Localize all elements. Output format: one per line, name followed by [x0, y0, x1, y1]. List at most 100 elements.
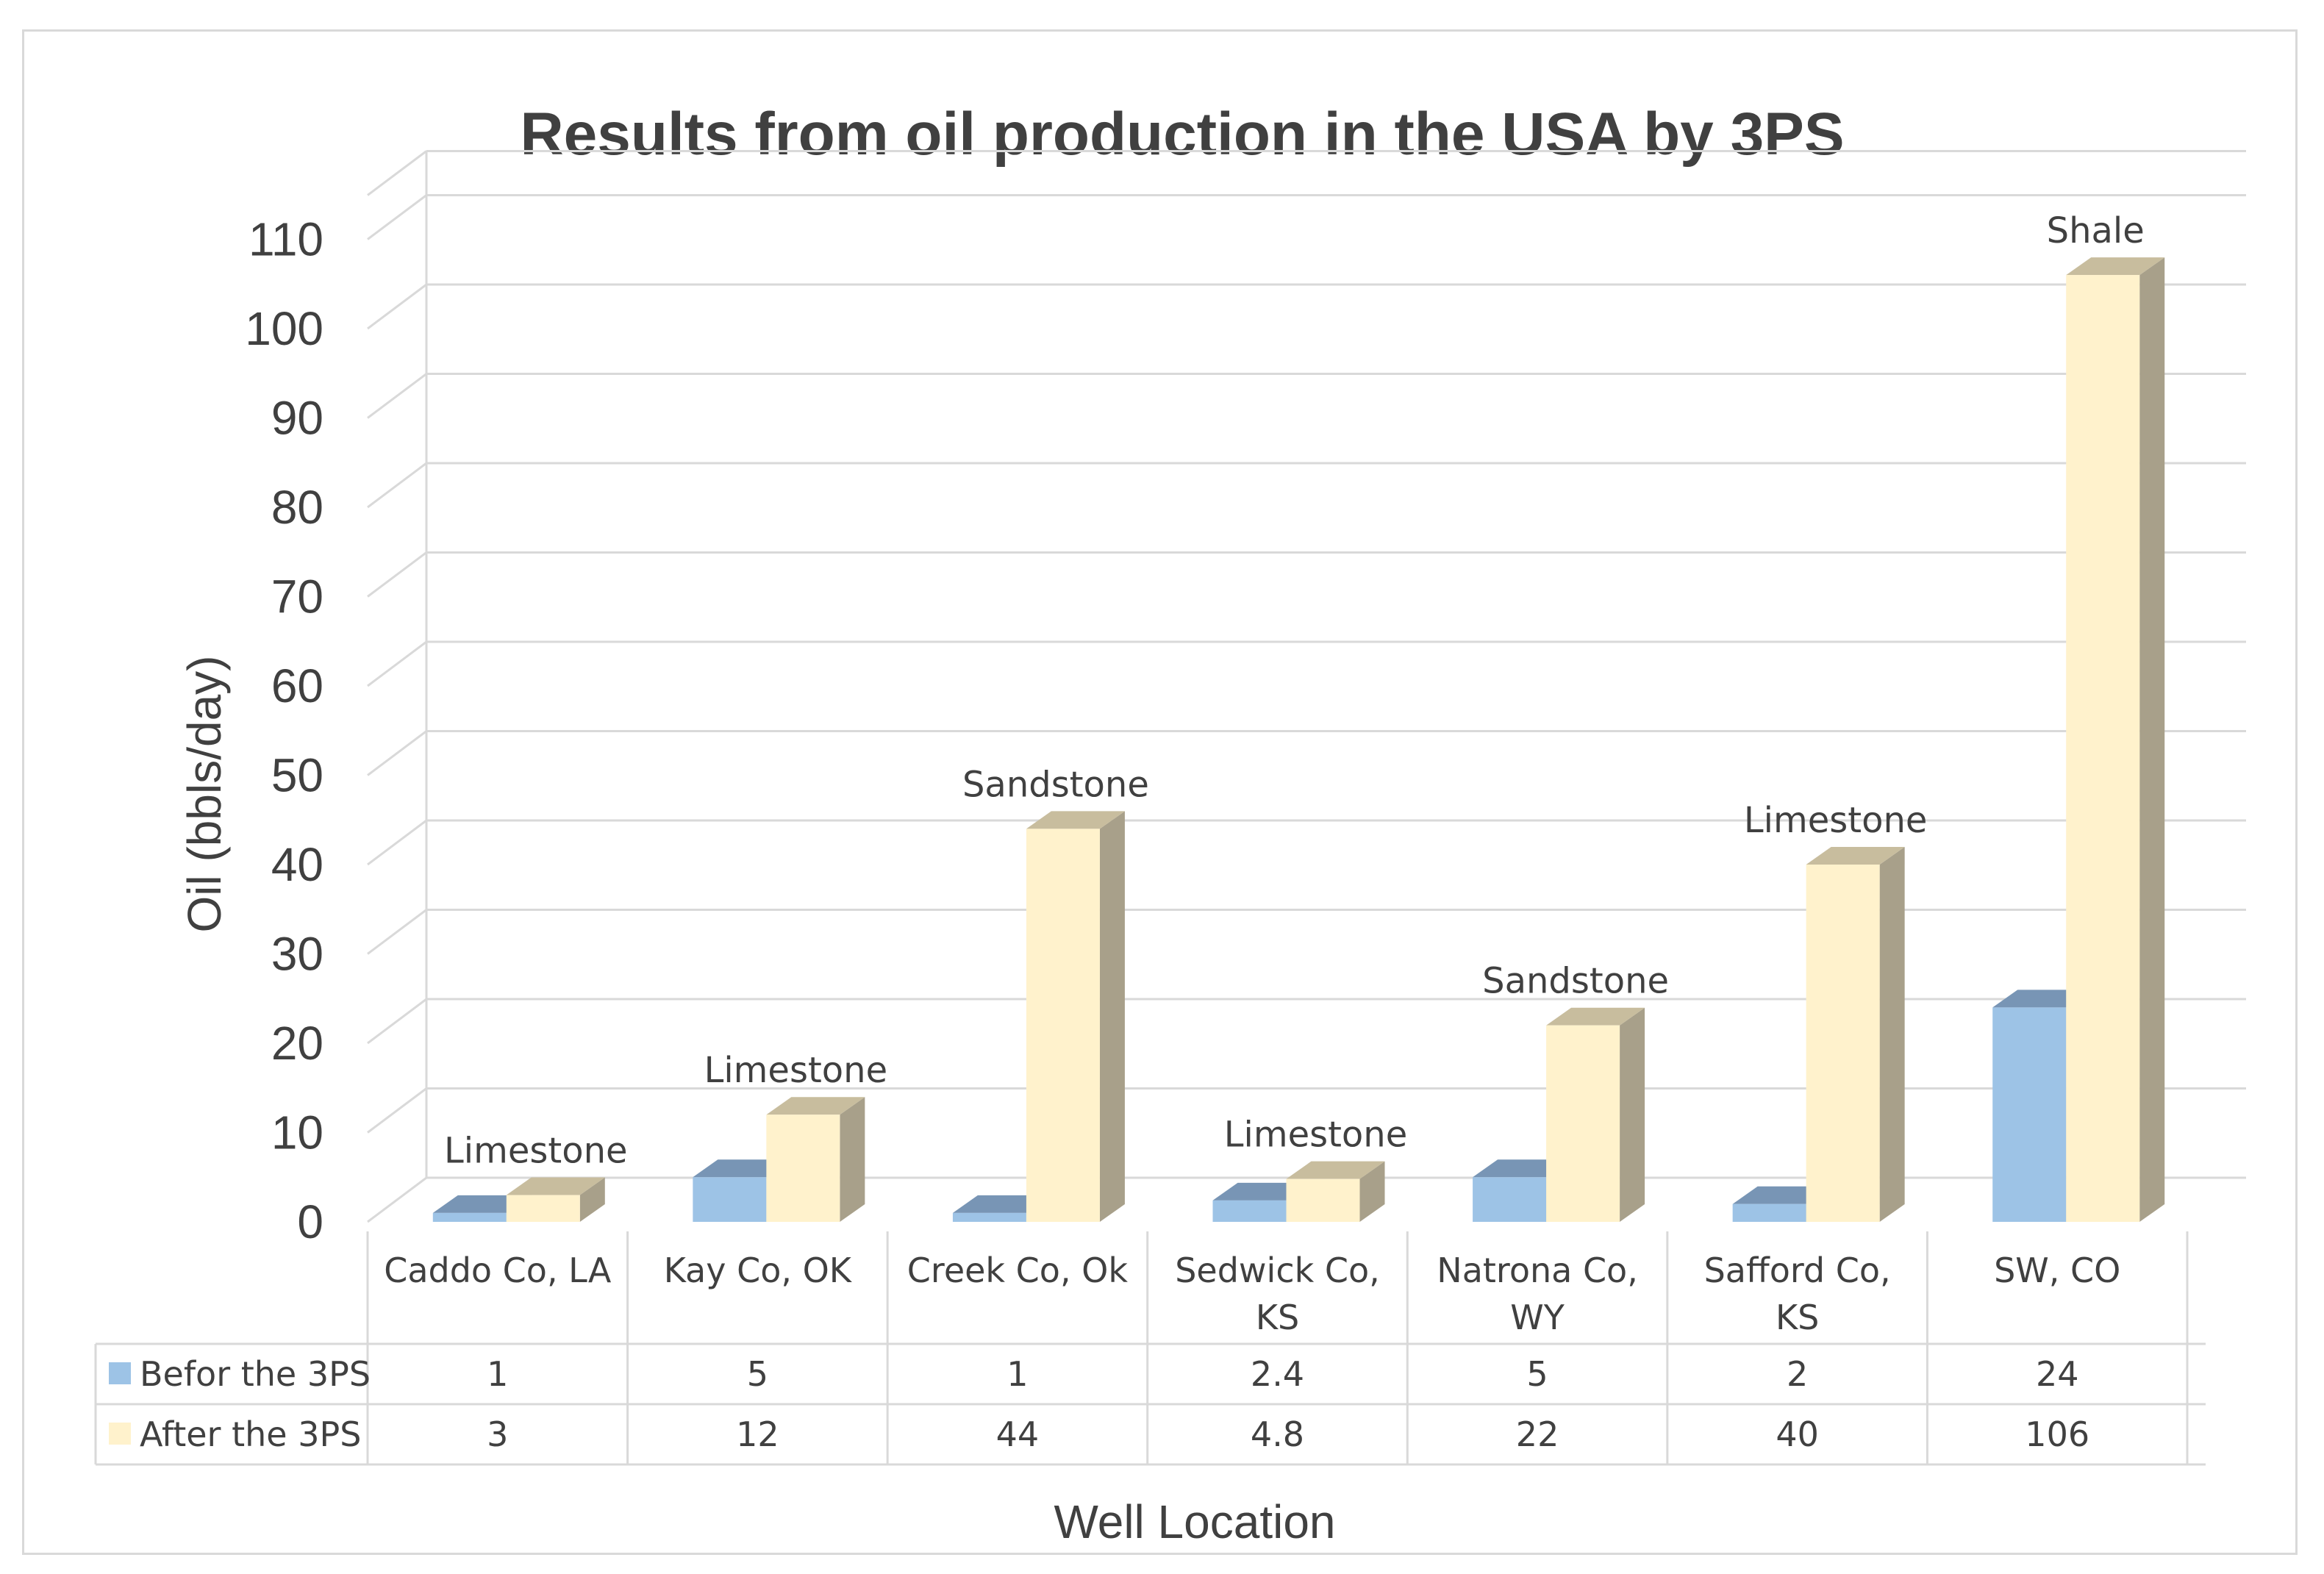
annotation-creek-co-ok: Sandstone [962, 764, 1149, 805]
data-table: Caddo Co, LA Kay Co, OK Creek Co, Ok Sedwic… [94, 1231, 2206, 1466]
gridline-side [367, 462, 427, 509]
bar-after-the-3ps-sedwick-co-ks-side [1359, 1161, 1385, 1222]
bar-befor-the-3ps-natrona-co-wy-front [1473, 1177, 1547, 1222]
table-cell-after-the-3ps: 40 [1776, 1414, 1819, 1454]
bar-after-the-3ps-safford-co-ks-side [1879, 847, 1905, 1222]
grid-lines [367, 150, 2246, 1223]
x-tick-label: WY [1510, 1298, 1565, 1337]
bar-after-the-3ps-caddo-co-la-top [506, 1177, 605, 1195]
gridline-side [367, 1176, 427, 1223]
y-tick-label: 20 [271, 1017, 323, 1070]
annotation-natrona-co-wy: Sandstone [1482, 961, 1669, 1002]
bar-after-the-3ps-kay-co-ok-side [840, 1097, 865, 1222]
bar-after-the-3ps-creek-co-ok-top [1026, 811, 1125, 829]
gridline-side [367, 194, 427, 240]
bar-befor-the-3ps-kay-co-ok-front [693, 1177, 767, 1222]
bar-after-the-3ps-caddo-co-la-front [506, 1195, 580, 1222]
x-tick-label: Caddo Co, LA [384, 1251, 612, 1290]
legend-swatch-after-the-3ps [109, 1423, 131, 1445]
bar-befor-the-3ps-creek-co-ok-front [952, 1212, 1026, 1222]
bars [432, 257, 2165, 1223]
y-tick-label: 70 [271, 570, 323, 623]
bar-after-the-3ps-natrona-co-wy-front [1546, 1025, 1620, 1222]
x-tick-label: Natrona Co, [1437, 1251, 1638, 1290]
annotation-kay-co-ok: Limestone [704, 1050, 888, 1091]
legend-label-after-the-3ps: After the 3PS [140, 1414, 361, 1454]
y-tick-label: 30 [271, 928, 323, 981]
bar-after-the-3ps-caddo-co-la-side [579, 1177, 605, 1222]
x-tick-label: SW, CO [1994, 1251, 2120, 1290]
bar-after-the-3ps-natrona-co-wy-side [1620, 1007, 1645, 1222]
bar-after-the-3ps-kay-co-ok-front [766, 1115, 840, 1222]
y-tick-label: 110 [249, 213, 323, 266]
bar-after-the-3ps-sedwick-co-ks-front [1286, 1178, 1360, 1222]
table-cell-after-the-3ps: 106 [2025, 1414, 2089, 1454]
gridline-side [367, 551, 427, 598]
gridline-side [367, 640, 427, 687]
annotation-sedwick-co-ks: Limestone [1224, 1115, 1408, 1156]
gridline-side [367, 998, 427, 1045]
x-tick-label: KS [1256, 1298, 1299, 1337]
table-cell-after-the-3ps: 4.8 [1251, 1414, 1304, 1454]
x-tick-label: KS [1776, 1298, 1819, 1337]
gridline-side [367, 283, 427, 330]
x-tick-label: Safford Co, [1704, 1251, 1891, 1290]
y-tick-label: 60 [271, 659, 323, 712]
table-cell-after-the-3ps: 3 [487, 1414, 508, 1454]
bar-after-the-3ps-sw-co-side [2139, 257, 2165, 1223]
y-tick-label: 90 [271, 392, 323, 445]
y-axis-ticks: 0 10 20 30 40 50 60 70 80 90 100 110 [245, 213, 323, 1249]
y-tick-label: 0 [297, 1195, 323, 1248]
table-cell-befor-the-3ps: 5 [1526, 1354, 1548, 1394]
gridline-side [367, 730, 427, 776]
gridline-side [367, 150, 427, 196]
table-cell-befor-the-3ps: 1 [487, 1354, 508, 1394]
bar-befor-the-3ps-sw-co-front [1992, 1007, 2067, 1222]
bar-after-the-3ps-kay-co-ok-top [766, 1097, 865, 1115]
bar-after-the-3ps-sedwick-co-ks [1286, 1161, 1385, 1222]
gridline-side [367, 819, 427, 866]
bar-annotations: Limestone Limestone Sandstone Limestone Sand… [444, 210, 2145, 1171]
table-cell-after-the-3ps: 44 [996, 1414, 1040, 1454]
y-tick-label: 100 [245, 302, 323, 355]
bar-after-the-3ps-creek-co-ok-side [1099, 811, 1125, 1222]
x-axis-label: Well Location [1054, 1495, 1335, 1548]
table-cell-befor-the-3ps: 2 [1787, 1354, 1808, 1394]
y-tick-label: 10 [271, 1106, 323, 1159]
bar-after-the-3ps-kay-co-ok [766, 1097, 865, 1222]
table-cell-after-the-3ps: 22 [1516, 1414, 1559, 1454]
bar-after-the-3ps-safford-co-ks-top [1806, 847, 1905, 865]
table-cell-befor-the-3ps: 5 [747, 1354, 768, 1394]
bar-after-the-3ps-sedwick-co-ks-top [1286, 1161, 1385, 1179]
chart-title: Results from oil production in the USA b… [520, 101, 1844, 168]
bar-after-the-3ps-creek-co-ok [1026, 811, 1125, 1222]
x-tick-label: Sedwick Co, [1175, 1251, 1380, 1290]
annotation-caddo-co-la: Limestone [444, 1131, 628, 1172]
bar-after-the-3ps-safford-co-ks-front [1806, 865, 1880, 1222]
bar-befor-the-3ps-caddo-co-la-front [432, 1212, 507, 1222]
bar-after-the-3ps-natrona-co-wy-top [1546, 1007, 1645, 1026]
bar-after-the-3ps-safford-co-ks [1806, 847, 1905, 1222]
y-tick-label: 40 [271, 838, 323, 891]
legend-swatch-befor-the-3ps [109, 1362, 131, 1384]
legend-label-befor-the-3ps: Befor the 3PS [140, 1354, 371, 1394]
bar-after-the-3ps-natrona-co-wy [1546, 1007, 1645, 1222]
annotation-safford-co-ks: Limestone [1744, 800, 1928, 841]
gridline-side [367, 373, 427, 419]
annotation-sw-co: Shale [2047, 210, 2145, 251]
bar-after-the-3ps-caddo-co-la [506, 1177, 605, 1222]
table-cell-befor-the-3ps: 24 [2036, 1354, 2079, 1394]
x-tick-label: Creek Co, Ok [907, 1251, 1129, 1290]
bar-after-the-3ps-sw-co-front [2066, 275, 2140, 1223]
y-axis-label: Oil (bbls/day) [178, 656, 231, 933]
bar-after-the-3ps-sw-co [2066, 257, 2165, 1223]
y-tick-label: 50 [271, 749, 323, 802]
table-cell-befor-the-3ps: 2.4 [1251, 1354, 1304, 1394]
table-cell-befor-the-3ps: 1 [1007, 1354, 1028, 1394]
x-tick-label: Kay Co, OK [664, 1251, 853, 1290]
gridline-side [367, 1087, 427, 1134]
table-cell-after-the-3ps: 12 [736, 1414, 779, 1454]
bar-befor-the-3ps-sedwick-co-ks-front [1212, 1200, 1287, 1222]
bar-after-the-3ps-creek-co-ok-front [1026, 829, 1100, 1222]
